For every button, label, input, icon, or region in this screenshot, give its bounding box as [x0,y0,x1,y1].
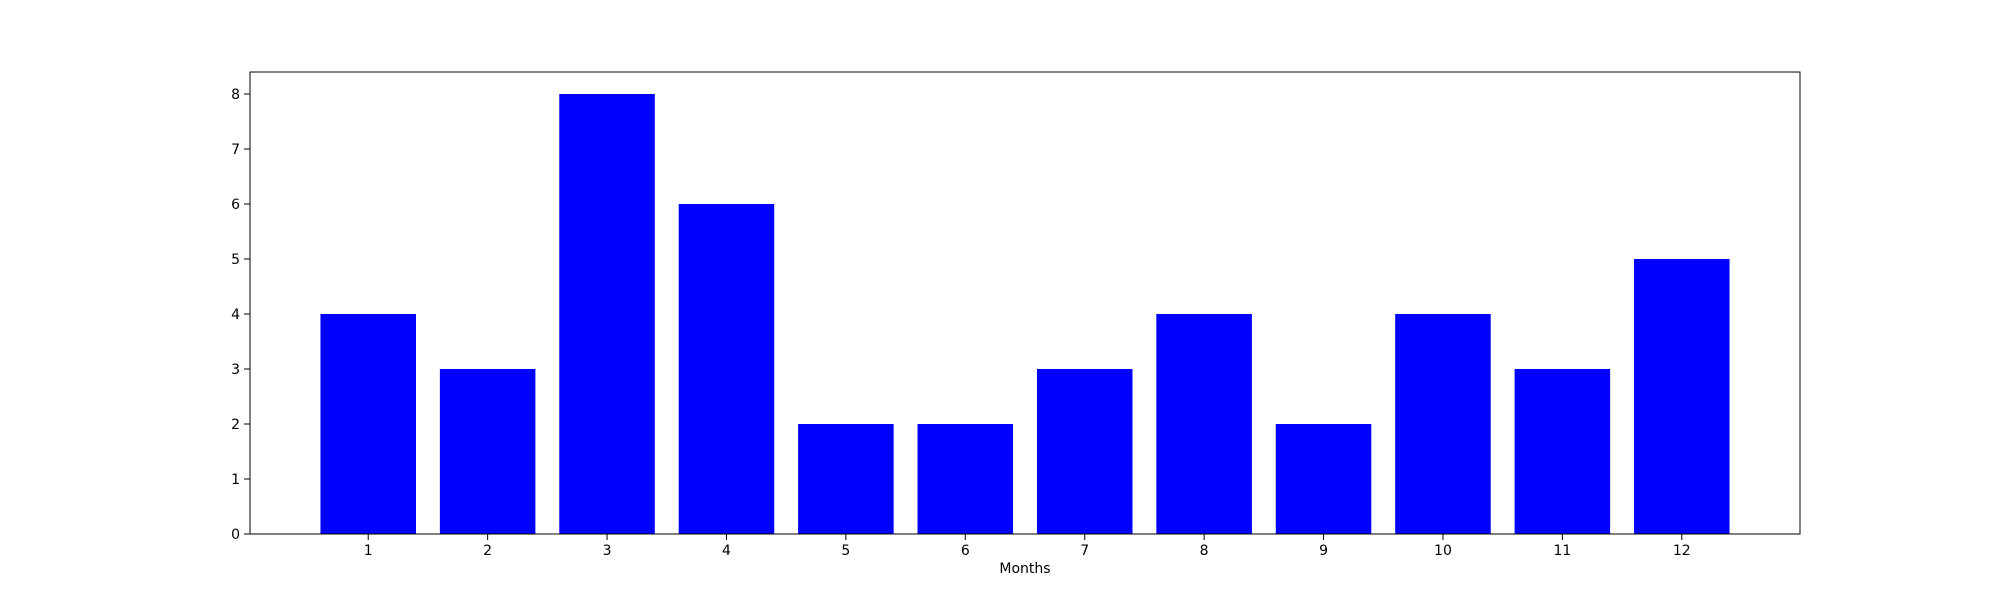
bars-group [320,94,1730,534]
x-tick-label-12: 12 [1673,543,1691,559]
bar-3 [559,94,655,534]
x-tick-label-9: 9 [1319,543,1328,559]
bar-8 [1156,314,1252,534]
plot-frame [249,71,1801,535]
x-tick-label-7: 7 [1080,543,1089,559]
bar-2 [439,369,536,534]
bar-7 [1036,369,1133,534]
y-tick-label-6: 6 [231,197,240,213]
bar-5 [798,424,894,534]
x-axis-label: Months [999,561,1050,577]
bar-12 [1634,259,1730,534]
x-tick-label-1: 1 [364,543,373,559]
y-tick-label-4: 4 [231,307,240,323]
bar-9 [1275,424,1372,534]
x-tick-label-8: 8 [1200,543,1209,559]
x-tick-label-3: 3 [603,543,612,559]
bar-11 [1514,369,1611,534]
y-tick-label-5: 5 [231,252,240,268]
x-tick-label-6: 6 [961,543,970,559]
y-tick-label-7: 7 [231,142,240,158]
bar-4 [678,204,775,534]
x-tick-label-10: 10 [1434,543,1452,559]
x-tick-label-2: 2 [483,543,492,559]
y-tick-label-8: 8 [231,87,240,103]
y-tick-label-1: 1 [231,472,240,488]
x-tick-label-11: 11 [1553,543,1571,559]
y-tick-label-2: 2 [231,417,240,433]
y-tick-label-0: 0 [231,527,240,543]
bar-10 [1395,314,1491,534]
x-tick-label-4: 4 [722,543,731,559]
bar-6 [917,424,1014,534]
bar-1 [320,314,416,534]
x-tick-label-5: 5 [841,543,850,559]
y-tick-label-3: 3 [231,362,240,378]
x-axis: 1 2 3 4 5 6 7 8 9 10 11 12 [364,534,1691,559]
y-axis: 0 1 2 3 4 5 6 7 8 [231,87,250,543]
